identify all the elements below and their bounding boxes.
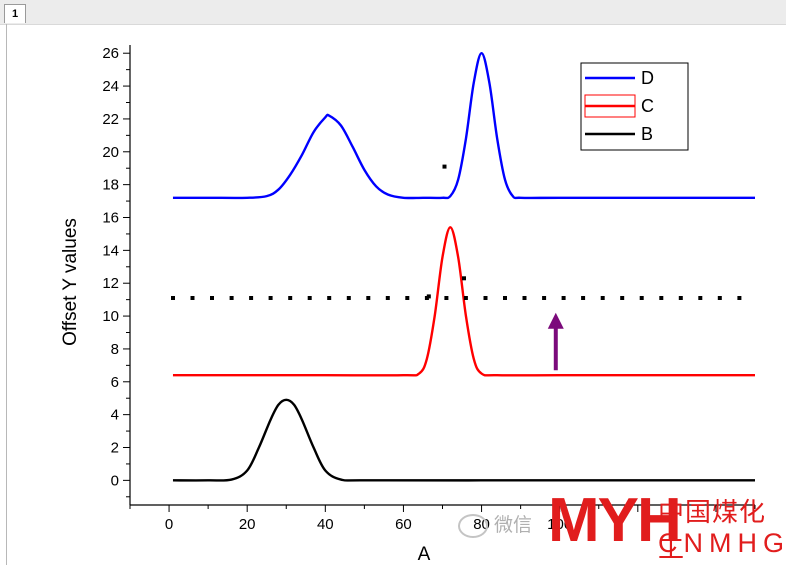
y-tick-label: 26 [102, 45, 119, 62]
dotted-line-marker [346, 296, 351, 300]
dotted-line-marker [210, 296, 214, 300]
dotted-line-marker [229, 296, 234, 300]
series-line-D [172, 52, 755, 200]
dotted-line-marker [444, 296, 449, 300]
dotted-line-marker [678, 296, 683, 300]
x-tick-label: 20 [239, 516, 256, 533]
y-tick-label: 8 [111, 341, 119, 358]
dotted-line-marker [288, 296, 293, 300]
watermark-logo: MYH [548, 486, 682, 555]
dotted-line-marker [659, 296, 664, 300]
graph-tab[interactable]: 1 [4, 4, 26, 23]
dotted-line-marker [542, 296, 547, 300]
dotted-line-marker [405, 296, 410, 300]
x-tick-label: 0 [165, 516, 173, 533]
wechat-icon [458, 514, 488, 538]
legend-label-D: D [641, 68, 654, 88]
dotted-line-marker [639, 296, 644, 300]
y-tick-label: 2 [111, 440, 119, 457]
tab-strip: 1 [0, 0, 786, 25]
legend-label-B: B [641, 124, 653, 144]
series-line-C [172, 226, 755, 377]
dotted-line-marker [522, 296, 527, 300]
arrow-annotation [547, 312, 564, 371]
y-tick-label: 16 [102, 210, 119, 227]
dotted-line-marker [620, 296, 625, 300]
y-tick-label: 22 [102, 111, 119, 128]
dotted-line-marker [737, 296, 742, 300]
y-tick-label: 14 [102, 242, 119, 259]
dotted-line-marker [698, 296, 703, 300]
dotted-line-marker [561, 296, 566, 300]
dotted-line-marker [463, 296, 468, 300]
y-tick-label: 20 [102, 144, 119, 161]
y-tick-label: 24 [102, 78, 119, 95]
watermark-english-name: CNMHG [658, 528, 786, 558]
legend-label-C: C [641, 96, 654, 116]
dotted-line-marker [366, 296, 371, 300]
dotted-line-marker [717, 296, 722, 300]
dotted-line-marker [249, 296, 254, 300]
stray-point [426, 294, 431, 299]
dotted-line-marker [503, 296, 507, 300]
dotted-line-marker [483, 296, 488, 300]
dotted-line-marker [307, 296, 312, 300]
watermark-wechat-label: 微信 [494, 514, 533, 536]
arrow-head [547, 312, 564, 329]
x-axis-label: A [418, 544, 431, 565]
y-tick-label: 12 [102, 275, 119, 292]
x-tick-label: 60 [395, 516, 412, 533]
x-tick-label: 40 [317, 516, 334, 533]
dotted-line-marker [327, 296, 332, 300]
series-line-B [172, 398, 755, 482]
dotted-line-marker [600, 296, 605, 300]
dotted-line-marker [171, 296, 175, 300]
y-tick-label: 6 [111, 374, 119, 391]
y-tick-label: 18 [102, 177, 119, 194]
y-tick-label: 10 [102, 308, 119, 325]
y-tick-label: 0 [111, 472, 119, 489]
series-layer [172, 52, 755, 482]
dotted-line-marker [581, 296, 586, 300]
watermark: 微信 MYH 中国煤化工 CNMHG [452, 484, 786, 565]
y-tick-label: 4 [111, 407, 119, 424]
dotted-line-marker [268, 296, 273, 300]
y-axis-label: Offset Y values [60, 218, 81, 346]
x-tick-label: 100 [547, 516, 572, 533]
dotted-line-marker [190, 296, 195, 300]
dotted-line-marker [385, 296, 390, 300]
window-frame-left [6, 24, 7, 565]
stray-point [462, 276, 466, 281]
dotted-line-layer [171, 164, 742, 300]
stray-point [442, 164, 447, 169]
watermark-chinese-name: 中国煤化工 [658, 498, 767, 565]
legend: DCB [580, 62, 689, 151]
